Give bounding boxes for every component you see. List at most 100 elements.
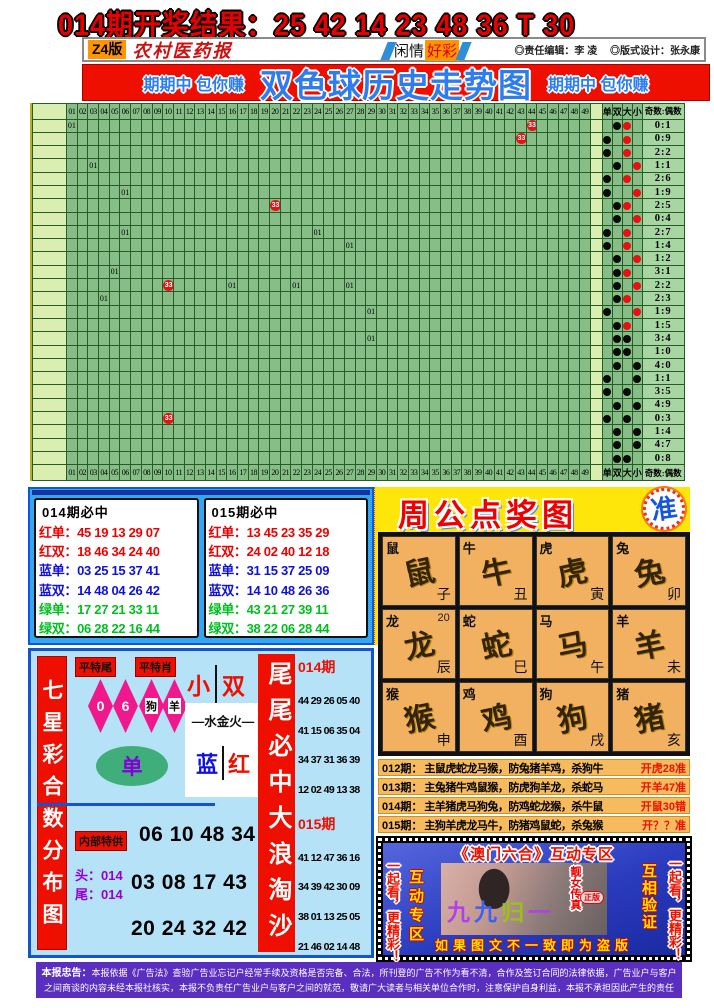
period-number-row: 12 02 49 13 38 — [298, 784, 360, 797]
grid-number-cell — [130, 224, 142, 240]
grid-number-cell — [472, 397, 484, 413]
grid-number-cell — [429, 171, 442, 187]
odd-even-dot — [613, 202, 622, 211]
grid-number-cell — [546, 131, 559, 147]
grid-number-cell — [333, 211, 345, 226]
zodiac-cell-note: 20 — [437, 612, 450, 624]
grid-number-cell — [472, 238, 484, 253]
grid-number-cell — [408, 145, 420, 160]
grid-number-cell — [194, 357, 206, 373]
grid-number-cell — [98, 371, 110, 386]
grid-col-header: 07 — [130, 103, 142, 120]
grid-label-cell — [32, 118, 67, 133]
grid-number-cell — [279, 304, 292, 319]
grid-number-cell — [557, 331, 570, 346]
column-title-left: 闲情 — [394, 44, 425, 60]
grid-number-cell — [493, 145, 506, 160]
period-number-row: 41 15 06 35 04 — [298, 724, 360, 737]
grid-number-cell — [76, 291, 89, 306]
grid-col-header: 28 — [354, 103, 367, 120]
history-prediction: 主狗羊虎龙马牛，防猪鸡鼠蛇，杀兔猴 — [424, 819, 603, 832]
grid-number-cell — [194, 411, 206, 426]
zodiac-animal-drawing: 牛 — [478, 554, 515, 593]
grid-number-cell — [311, 371, 324, 386]
grid-dot-cell — [621, 198, 633, 213]
grid-col-header: 44 — [525, 103, 538, 120]
double-label: 双 — [222, 673, 245, 699]
grid-number-cell — [215, 238, 228, 253]
grid-col-header: 15 — [215, 103, 228, 120]
grid-number-cell — [386, 278, 399, 293]
grid-number-cell — [226, 331, 238, 346]
grid-number-cell: 01 — [108, 264, 121, 280]
grid-number-cell — [204, 224, 217, 240]
grid-number-cell — [375, 357, 388, 373]
grid-number-cell — [514, 171, 527, 187]
grid-dot-cell — [601, 291, 613, 306]
grid-number-cell — [322, 278, 335, 293]
grid-number-cell — [525, 384, 538, 399]
grid-number-cell — [290, 397, 303, 413]
grid-number-cell — [215, 317, 228, 333]
grid-col-header: 23 — [301, 464, 313, 481]
grid-number-cell — [215, 331, 228, 346]
grid-number-cell — [183, 331, 196, 346]
grid-number-cell — [504, 198, 516, 213]
grid-number-cell — [568, 291, 580, 306]
grid-number-cell — [301, 238, 313, 253]
grid-number-cell — [87, 211, 100, 226]
grid-number-cell — [258, 344, 271, 359]
big-small-dot — [623, 202, 632, 211]
grid-number-cell — [450, 304, 463, 319]
grid-number-cell — [311, 384, 324, 399]
grid-number-cell — [482, 224, 495, 240]
grid-number-cell — [397, 450, 409, 466]
grid-number-cell — [440, 251, 452, 266]
grid-dot-cell — [621, 224, 633, 240]
grid-number-cell — [269, 211, 281, 226]
grid-number-cell — [493, 411, 506, 426]
zodiac-animal-drawing: 马 — [554, 627, 592, 666]
grid-number-cell — [87, 384, 100, 399]
grid-number-cell — [76, 450, 89, 466]
grid-number-cell — [354, 184, 367, 200]
grid-col-header: 33 — [408, 464, 420, 481]
grid-number-cell — [579, 184, 591, 200]
grid-number-cell — [568, 278, 580, 293]
grid-number-cell — [354, 304, 367, 319]
grid-number-cell — [119, 291, 132, 306]
grid-col-header: 12 — [183, 464, 196, 481]
grid-number-cell — [343, 184, 356, 200]
grid-dot-cell — [621, 437, 633, 452]
grid-number-cell — [162, 251, 174, 266]
pick-line-numbers: 24 02 40 12 18 — [246, 544, 330, 560]
grid-number-cell — [365, 211, 377, 226]
grid-number-cell — [237, 411, 249, 426]
grid-number-cell — [525, 317, 538, 333]
grid-number-cell — [247, 344, 260, 359]
grid-col-header: 25 — [322, 103, 335, 120]
zhougong-header: 周公点奖图 准 — [378, 485, 690, 533]
grid-dot-cell — [631, 411, 643, 426]
grid-number-cell — [472, 171, 484, 187]
pingte-zodiac-badge: 平特肖 — [135, 657, 176, 677]
grid-number-cell — [226, 211, 238, 226]
grid-number-cell — [290, 171, 303, 187]
grid-number-cell — [472, 198, 484, 213]
grid-number-cell — [311, 184, 324, 200]
grid-number-cell — [322, 357, 335, 373]
grid-number-cell — [546, 264, 559, 280]
big-small-dot — [623, 122, 632, 131]
grid-number-cell — [461, 357, 474, 373]
grid-number-cell — [247, 331, 260, 346]
grid-number-cell — [333, 264, 345, 280]
grid-number-cell — [87, 118, 100, 133]
grid-number-cell — [557, 198, 570, 213]
grid-number-cell — [536, 384, 548, 399]
grid-col-header: 45 — [536, 103, 548, 120]
grid-number-cell — [386, 344, 399, 359]
big-small-dot — [623, 135, 632, 144]
grid-number-cell — [568, 158, 580, 173]
grid-number-cell — [140, 397, 153, 413]
grid-number-cell — [119, 317, 132, 333]
